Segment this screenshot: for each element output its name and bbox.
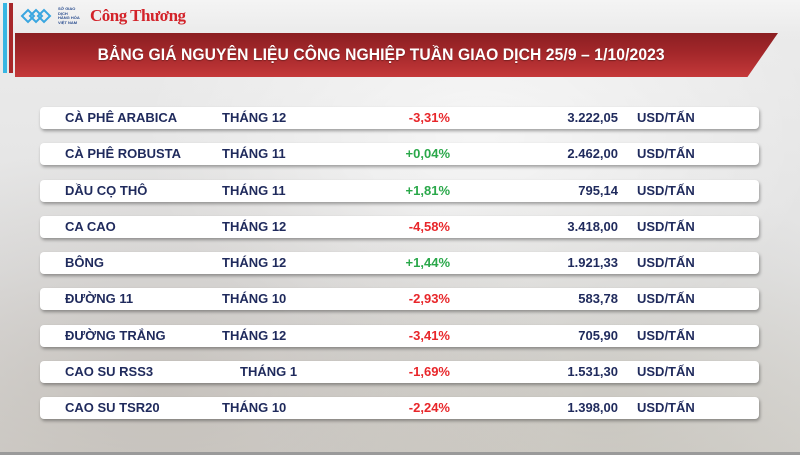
accent-bar-blue <box>3 3 7 73</box>
price-value: 2.462,00 <box>567 146 618 162</box>
price-change: -4,58% <box>408 218 450 234</box>
table-row: CA CAO THÁNG 12 -4,58% 3.418,00 USD/TẤN <box>40 215 759 238</box>
logo-org-line: SỞ GIAO DỊCH <box>58 6 76 16</box>
contract-month: THÁNG 12 <box>222 327 287 343</box>
contract-month: THÁNG 12 <box>222 255 287 271</box>
price-change: +1,44% <box>405 255 450 271</box>
commodity-name: ĐƯỜNG TRẮNG <box>65 327 166 343</box>
price-change: +1,81% <box>405 182 450 198</box>
price-change: -3,41% <box>408 327 450 343</box>
commodity-name: BÔNG <box>65 255 104 271</box>
price-value: 3.418,00 <box>567 218 618 234</box>
table-row: CAO SU RSS3 THÁNG 1 -1,69% 1.531,30 USD/… <box>40 361 759 384</box>
price-value: 795,14 <box>578 182 618 198</box>
commodity-name: CAO SU TSR20 <box>65 400 160 416</box>
price-unit: USD/TẤN <box>637 146 695 162</box>
contract-month: THÁNG 10 <box>222 400 287 416</box>
price-value: 583,78 <box>578 291 618 307</box>
commodity-name: DẦU CỌ THÔ <box>65 182 148 198</box>
contract-month: THÁNG 12 <box>222 218 287 234</box>
logo-org-line: HÀNG HÓA <box>58 15 80 20</box>
price-value: 1.921,33 <box>567 255 618 271</box>
commodity-name: CAO SU RSS3 <box>65 364 154 380</box>
logo-org-line: VIỆT NAM <box>58 19 78 25</box>
price-change: -1,69% <box>408 364 450 380</box>
commodity-name: ĐƯỜNG 11 <box>65 291 134 307</box>
contract-month: THÁNG 10 <box>222 291 287 307</box>
title-banner: BẢNG GIÁ NGUYÊN LIỆU CÔNG NGHIỆP TUẦN GI… <box>15 33 778 77</box>
contract-month: THÁNG 11 <box>222 182 286 198</box>
top-strip <box>0 0 800 33</box>
table-row: ĐƯỜNG 11 THÁNG 10 -2,93% 583,78 USD/TẤN <box>40 288 759 311</box>
price-change: -3,31% <box>408 110 450 125</box>
exchange-logo-icon <box>20 8 52 24</box>
price-value: 1.531,30 <box>567 364 618 380</box>
price-unit: USD/TẤN <box>637 400 695 416</box>
price-unit: USD/TẤN <box>637 182 695 198</box>
accent-bar-red <box>9 3 13 73</box>
table-row: BÔNG THÁNG 12 +1,44% 1.921,33 USD/TẤN <box>40 252 759 275</box>
brand-wordmark: Công Thương <box>90 6 186 25</box>
price-change: +0,04% <box>405 146 450 162</box>
price-change: -2,24% <box>408 400 450 416</box>
contract-month: THÁNG 12 <box>222 110 287 125</box>
price-unit: USD/TẤN <box>637 218 695 234</box>
price-table: CÀ PHÊ ARABICA THÁNG 12 -3,31% 3.222,05 … <box>40 107 759 434</box>
logo: SỞ GIAO DỊCH HÀNG HÓA VIỆT NAM Công Thươ… <box>20 4 186 28</box>
contract-month: THÁNG 1 <box>240 364 298 380</box>
table-row: ĐƯỜNG TRẮNG THÁNG 12 -3,41% 705,90 USD/T… <box>40 324 759 347</box>
commodity-name: CA CAO <box>65 218 116 234</box>
commodity-name: CÀ PHÊ ARABICA <box>65 110 178 125</box>
logo-org-name: SỞ GIAO DỊCH HÀNG HÓA VIỆT NAM <box>58 6 86 25</box>
price-unit: USD/TẤN <box>637 291 695 307</box>
commodity-name: CÀ PHÊ ROBUSTA <box>65 146 182 162</box>
price-value: 1.398,00 <box>567 400 618 416</box>
price-unit: USD/TẤN <box>637 364 695 380</box>
price-value: 3.222,05 <box>567 110 618 125</box>
price-unit: USD/TẤN <box>637 110 695 125</box>
price-value: 705,90 <box>578 327 618 343</box>
table-row: DẦU CỌ THÔ THÁNG 11 +1,81% 795,14 USD/TẤ… <box>40 179 759 202</box>
price-unit: USD/TẤN <box>637 255 695 271</box>
page-title: BẢNG GIÁ NGUYÊN LIỆU CÔNG NGHIỆP TUẦN GI… <box>97 45 666 64</box>
price-unit: USD/TẤN <box>637 327 695 343</box>
contract-month: THÁNG 11 <box>222 146 286 162</box>
table-row: CÀ PHÊ ROBUSTA THÁNG 11 +0,04% 2.462,00 … <box>40 143 759 166</box>
price-change: -2,93% <box>408 291 450 307</box>
table-row: CÀ PHÊ ARABICA THÁNG 12 -3,31% 3.222,05 … <box>40 107 759 129</box>
table-row: CAO SU TSR20 THÁNG 10 -2,24% 1.398,00 US… <box>40 397 759 420</box>
